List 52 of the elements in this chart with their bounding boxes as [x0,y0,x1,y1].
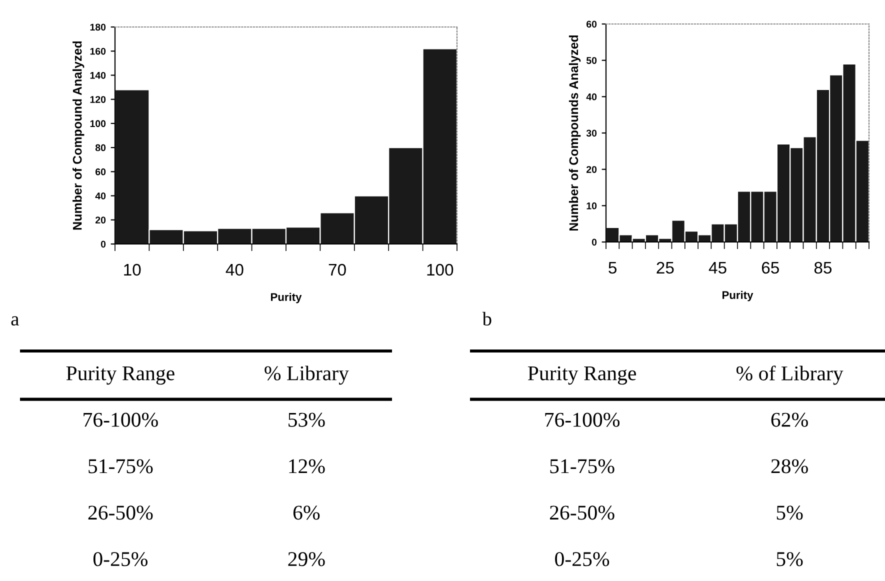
text: 0-25% [555,552,610,566]
text: % of Library [736,366,844,385]
text: 29% [288,552,325,566]
text: 5% [776,506,803,520]
y-tick-label: 0 [100,240,106,248]
x-tick-label: 70 [328,264,346,276]
text: Purity Range [66,366,174,385]
text: b [482,312,492,326]
y-tick-label: 20 [586,166,597,173]
text: 76-100% [545,412,620,427]
x-tick-label: 10 [124,264,141,276]
text: 62% [771,412,808,427]
y-tick-label: 100 [90,120,106,128]
y-tick-label: 40 [95,192,106,200]
text: 51-75% [550,459,614,474]
text: 26-50% [88,506,153,520]
text: 5% [776,552,803,566]
text: 76-100% [84,412,158,427]
x-tick-label: 25 [656,262,674,274]
x-tick-label: 100 [427,264,454,276]
x-tick-label: 5 [608,262,617,274]
y-tick-label: 160 [90,48,106,55]
text: 12% [289,459,325,474]
text: 0-25% [93,552,148,566]
y-tick-label: 80 [95,144,106,152]
text: 26-50% [550,506,614,520]
x-tick-label: 40 [226,264,244,276]
x-tick-label: 45 [708,262,726,274]
x-axis-title: Purity [271,292,302,304]
text: 53% [288,412,325,427]
y-tick-label: 50 [586,57,597,64]
y-tick-label: 60 [586,20,597,28]
y-tick-label: 30 [586,130,597,137]
x-tick-label: 85 [814,262,832,274]
y-tick-label: 10 [586,202,597,210]
x-tick-label: 65 [762,262,779,274]
text: 28% [771,459,808,474]
text: a [11,316,19,326]
y-tick-label: 120 [90,96,106,103]
y-tick-label: 20 [95,216,106,224]
text: Purity Range [528,366,636,385]
text: 6% [293,506,320,520]
y-tick-label: 180 [90,24,106,31]
y-axis-title: Number of Compound Analyzed [72,41,84,230]
y-tick-label: 140 [90,72,106,79]
y-tick-label: 60 [96,168,106,176]
y-axis-title: Number of Compounds Analyzed [568,35,581,231]
y-tick-label: 40 [586,93,597,100]
y-tick-label: 0 [592,238,597,246]
x-axis-title: Purity [722,290,754,302]
text: 51-75% [88,459,153,474]
text: % Library [264,366,349,385]
